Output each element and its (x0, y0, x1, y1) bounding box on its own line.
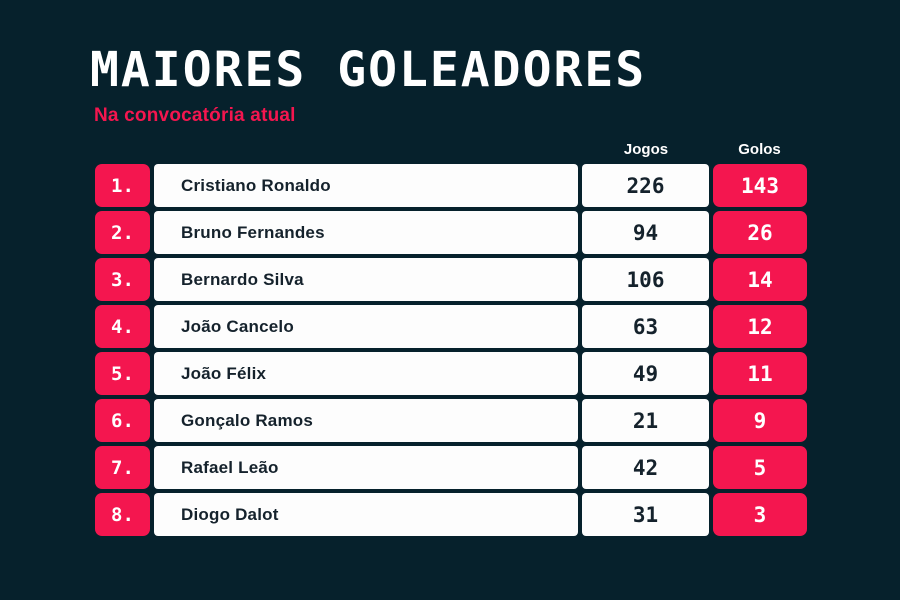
table-row: 7. Rafael Leão 42 5 (95, 446, 807, 489)
rank-badge: 4. (95, 305, 150, 348)
column-header-goals: Golos (738, 141, 781, 158)
rank-badge: 3. (95, 258, 150, 301)
player-name: Bruno Fernandes (154, 211, 578, 254)
goals-value: 9 (713, 399, 807, 442)
player-name: Gonçalo Ramos (154, 399, 578, 442)
goals-value: 3 (713, 493, 807, 536)
goals-value: 12 (713, 305, 807, 348)
rank-badge: 6. (95, 399, 150, 442)
rank-badge: 8. (95, 493, 150, 536)
player-name: Cristiano Ronaldo (154, 164, 578, 207)
rank-badge: 5. (95, 352, 150, 395)
goals-value: 14 (713, 258, 807, 301)
table-row: 5. João Félix 49 11 (95, 352, 807, 395)
page-title: MAIORES GOLEADORES (90, 42, 647, 98)
player-name: João Cancelo (154, 305, 578, 348)
player-name: João Félix (154, 352, 578, 395)
goals-value: 11 (713, 352, 807, 395)
player-name: Bernardo Silva (154, 258, 578, 301)
scorers-table: 1. Cristiano Ronaldo 226 143 2. Bruno Fernand… (95, 164, 807, 536)
goals-value: 143 (713, 164, 807, 207)
table-row: 1. Cristiano Ronaldo 226 143 (95, 164, 807, 207)
player-name: Rafael Leão (154, 446, 578, 489)
rank-badge: 1. (95, 164, 150, 207)
table-row: 3. Bernardo Silva 106 14 (95, 258, 807, 301)
games-value: 31 (582, 493, 709, 536)
player-name: Diogo Dalot (154, 493, 578, 536)
games-value: 21 (582, 399, 709, 442)
games-value: 42 (582, 446, 709, 489)
table-row: 6. Gonçalo Ramos 21 9 (95, 399, 807, 442)
games-value: 106 (582, 258, 709, 301)
table-row: 4. João Cancelo 63 12 (95, 305, 807, 348)
goals-value: 26 (713, 211, 807, 254)
games-value: 63 (582, 305, 709, 348)
table-row: 8. Diogo Dalot 31 3 (95, 493, 807, 536)
page-subtitle: Na convocatória atual (94, 105, 296, 126)
games-value: 226 (582, 164, 709, 207)
column-header-games: Jogos (623, 141, 669, 158)
games-value: 94 (582, 211, 709, 254)
rank-badge: 2. (95, 211, 150, 254)
rank-badge: 7. (95, 446, 150, 489)
goals-value: 5 (713, 446, 807, 489)
games-value: 49 (582, 352, 709, 395)
table-row: 2. Bruno Fernandes 94 26 (95, 211, 807, 254)
